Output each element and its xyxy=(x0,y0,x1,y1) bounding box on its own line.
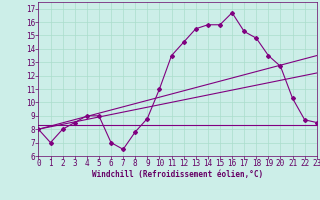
X-axis label: Windchill (Refroidissement éolien,°C): Windchill (Refroidissement éolien,°C) xyxy=(92,170,263,179)
